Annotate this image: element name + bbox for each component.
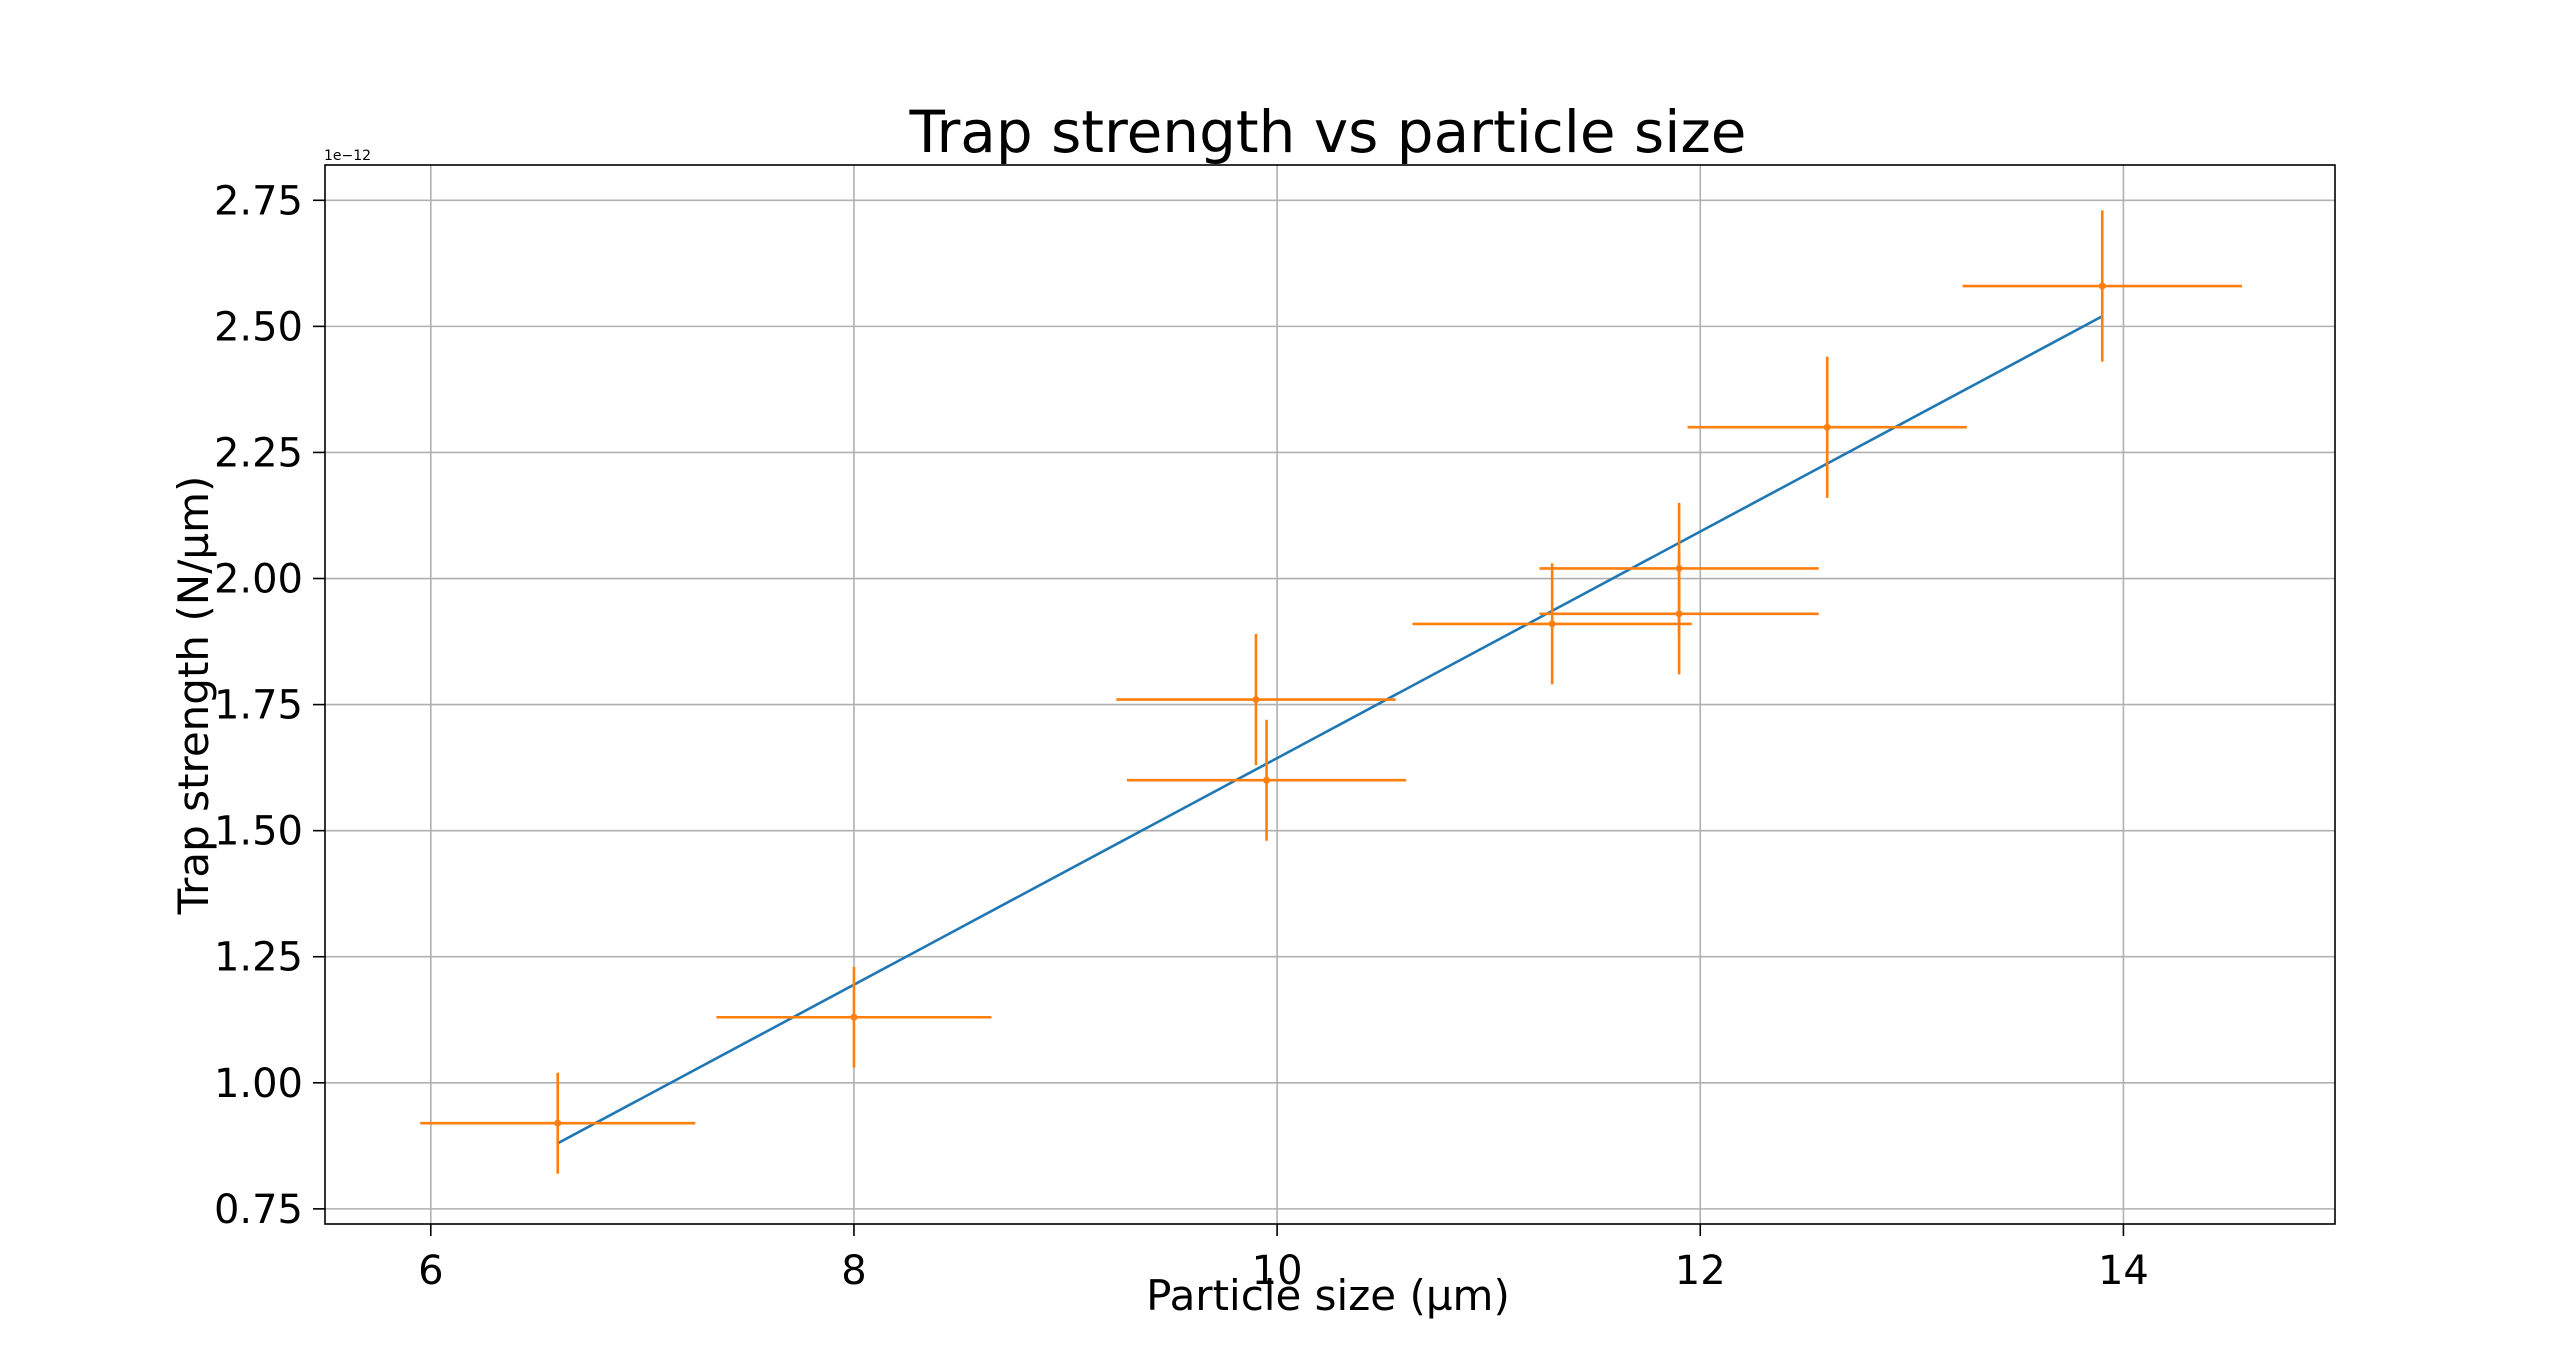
point-marker: [1675, 610, 1683, 618]
y-tick-label: 1.00: [214, 1061, 303, 1107]
point-marker: [554, 1119, 562, 1127]
plot-frame: [324, 164, 2336, 1225]
y-tick-label: 2.25: [214, 430, 303, 476]
data-point: [1126, 719, 1407, 841]
point-marker: [1252, 696, 1260, 704]
y-tick-label: 1.75: [214, 683, 303, 729]
y-tick-label: 1.25: [214, 935, 303, 981]
y-axis-label: Trap strength (N/µm): [169, 476, 218, 916]
x-tick-label: 14: [2098, 1248, 2149, 1294]
y-tick-label: 2.50: [214, 304, 303, 350]
y-tick-label: 2.75: [214, 178, 303, 224]
x-tick-label: 6: [418, 1248, 443, 1294]
point-marker: [850, 1013, 858, 1021]
data-point: [1962, 210, 2242, 362]
x-tick-label: 12: [1675, 1248, 1726, 1294]
grid: [325, 165, 2335, 1224]
data-point: [1687, 356, 1967, 498]
x-tick-label: 10: [1252, 1248, 1303, 1294]
y-tick-label: 2.00: [214, 557, 303, 603]
data-point: [1412, 563, 1692, 685]
data-point: [1116, 633, 1396, 766]
x-tick-label: 8: [841, 1248, 866, 1294]
point-marker: [1823, 423, 1831, 431]
data-point: [716, 966, 992, 1068]
x-axis-label: Particle size (µm): [1146, 1271, 1510, 1320]
point-marker: [1548, 620, 1556, 628]
fit-line: [557, 315, 2103, 1145]
data-point: [420, 1072, 696, 1174]
point-marker: [1263, 776, 1271, 784]
fit-line-series: [557, 315, 2103, 1145]
y-tick-label: 0.75: [214, 1187, 303, 1233]
axis-ticks: 6 8 10 12 14 0.75 1.00 1.25 1.50 1.75 2.00 2.25 2.50…: [214, 178, 2149, 1294]
y-tick-label: 1.50: [214, 809, 303, 855]
point-marker: [2098, 282, 2106, 290]
y-axis-offset-label: 1e−12: [324, 148, 371, 164]
data-point: [1539, 553, 1819, 675]
errorbar-series: [420, 210, 2242, 1174]
chart-title: Trap strength vs particle size: [909, 98, 1747, 166]
